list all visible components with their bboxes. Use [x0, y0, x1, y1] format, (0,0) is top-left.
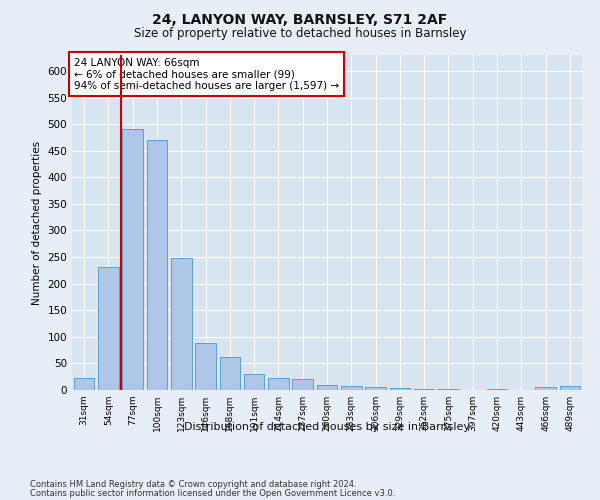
Text: Size of property relative to detached houses in Barnsley: Size of property relative to detached ho…: [134, 28, 466, 40]
Bar: [341, 386, 362, 390]
Text: Contains HM Land Registry data © Crown copyright and database right 2024.: Contains HM Land Registry data © Crown c…: [30, 480, 356, 489]
Bar: [317, 384, 337, 390]
Bar: [560, 386, 580, 390]
Text: 24 LANYON WAY: 66sqm
← 6% of detached houses are smaller (99)
94% of semi-detach: 24 LANYON WAY: 66sqm ← 6% of detached ho…: [74, 58, 339, 91]
Bar: [220, 357, 240, 390]
Bar: [414, 389, 434, 390]
Bar: [98, 266, 119, 390]
Bar: [74, 378, 94, 390]
Bar: [122, 130, 143, 390]
Text: 24, LANYON WAY, BARNSLEY, S71 2AF: 24, LANYON WAY, BARNSLEY, S71 2AF: [152, 12, 448, 26]
Bar: [389, 388, 410, 390]
Y-axis label: Number of detached properties: Number of detached properties: [32, 140, 42, 304]
Bar: [535, 388, 556, 390]
Text: Contains public sector information licensed under the Open Government Licence v3: Contains public sector information licen…: [30, 488, 395, 498]
Bar: [292, 380, 313, 390]
Text: Distribution of detached houses by size in Barnsley: Distribution of detached houses by size …: [184, 422, 470, 432]
Bar: [244, 374, 265, 390]
Bar: [171, 258, 191, 390]
Bar: [195, 343, 216, 390]
Bar: [365, 388, 386, 390]
Bar: [268, 378, 289, 390]
Bar: [146, 140, 167, 390]
